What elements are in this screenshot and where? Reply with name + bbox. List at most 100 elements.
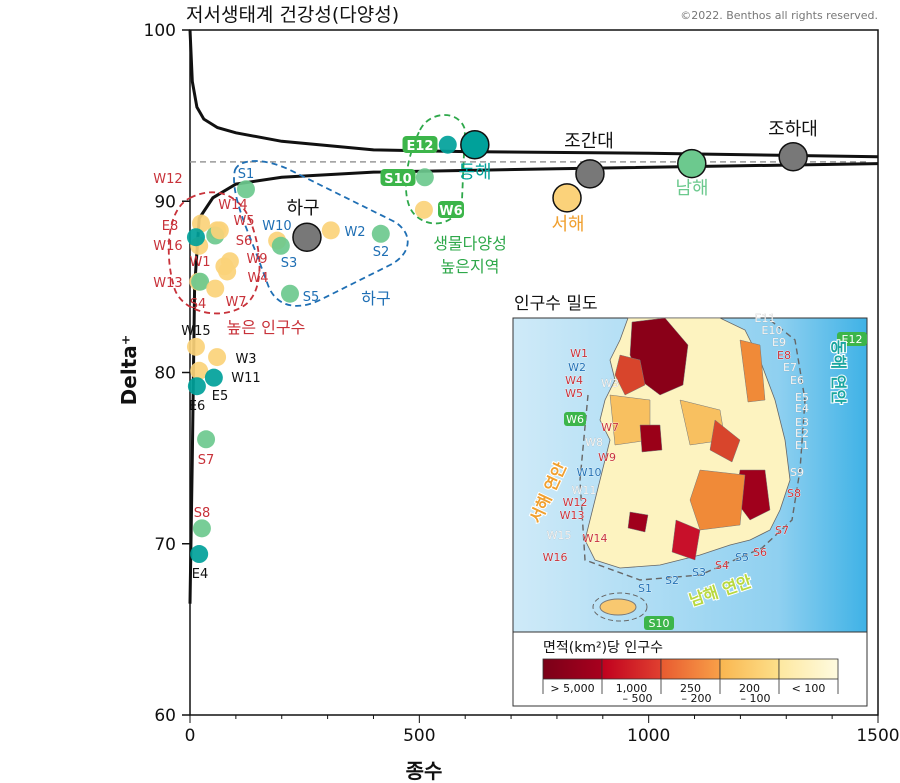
point-label: 동해 (458, 162, 491, 183)
data-point-S4 (191, 272, 210, 291)
data-point-E12 (438, 135, 457, 154)
legend-bin-label: > 5,000 (550, 682, 594, 695)
zone-label: S7 (775, 524, 789, 537)
jeju-island (599, 598, 637, 616)
data-point-S10 (415, 168, 434, 187)
y-tick-label: 60 (154, 706, 176, 726)
estuary-group (233, 160, 409, 307)
point-label: W1 (189, 255, 210, 270)
y-axis-label: Delta⁺ (117, 335, 141, 406)
jeju-zone (592, 592, 648, 622)
biodiversity-group (405, 114, 466, 225)
data-point-W15 (186, 337, 205, 356)
data-point-W3 (208, 348, 227, 367)
zone-label: E7 (783, 361, 797, 374)
population-region (614, 354, 646, 396)
zone-label: S5 (735, 551, 749, 564)
point-label: W10 (262, 219, 291, 234)
inset-title: 인구수 밀도 (514, 294, 598, 314)
zone-label: E5 (795, 391, 809, 404)
zone-label: W12 (563, 496, 588, 509)
point-label: 남해 (675, 178, 708, 199)
point-label: 서해 (551, 214, 584, 235)
zone-label: S9 (790, 466, 804, 479)
point-label: E4 (192, 567, 209, 582)
zone-label: W6 (566, 413, 584, 426)
data-point-W4 (218, 262, 237, 281)
zone-label: S10 (649, 617, 670, 630)
zone-label: E9 (772, 336, 786, 349)
biodiversity-annotation: 높은지역 (441, 257, 500, 276)
population-region (739, 339, 766, 403)
data-point-서해 (552, 183, 582, 213)
legend-swatch (601, 658, 662, 680)
point-label: W5 (233, 214, 254, 229)
zone-label: W8 (585, 436, 603, 449)
data-point-S2 (371, 224, 390, 243)
zone-label: E3 (795, 416, 809, 429)
point-label: E6 (189, 399, 206, 414)
data-point-S7 (197, 430, 216, 449)
zone-label: W16 (543, 551, 568, 564)
data-point-S5 (280, 284, 299, 303)
point-label: S7 (198, 453, 215, 468)
point-label: E12 (407, 139, 434, 154)
data-point-E4 (190, 545, 209, 564)
point-label: 조하대 (768, 119, 818, 140)
funnel-upper-limit (188, 29, 879, 159)
data-point-E8 (186, 228, 205, 247)
zone-label: W10 (577, 466, 602, 479)
x-axis-label: 종수 (406, 759, 443, 783)
y-tick-label: 90 (154, 192, 176, 212)
y-tick-label: 80 (154, 364, 176, 384)
point-label: W13 (153, 276, 182, 291)
point-label: W3 (235, 352, 256, 367)
data-point-하구 (292, 222, 322, 252)
zone-label: W5 (565, 387, 583, 400)
label-badge (402, 136, 438, 153)
zone-label: W7 (601, 421, 619, 434)
zone-badge (644, 616, 674, 630)
zone-label: W3 (601, 377, 619, 390)
legend-swatch (719, 658, 780, 680)
high-population-group (167, 191, 261, 315)
x-tick-label: 1500 (856, 726, 899, 746)
point-label: E8 (162, 219, 179, 234)
y-tick-label: 100 (144, 21, 176, 41)
zone-label: S8 (787, 487, 801, 500)
point-label: S6 (236, 234, 253, 249)
data-point-W12 (192, 214, 211, 233)
chart-title: 저서생태계 건강성(다양성) (186, 4, 400, 26)
data-point-W5 (210, 221, 229, 240)
zone-label: E6 (790, 374, 804, 387)
point-label: E5 (212, 389, 229, 404)
point-label: S5 (303, 290, 320, 305)
population-region (671, 519, 701, 561)
y-tick-label: 70 (154, 535, 176, 555)
x-tick-label: 0 (185, 726, 196, 746)
data-point-W2 (321, 221, 340, 240)
point-label: W11 (231, 371, 260, 386)
zone-label: E8 (777, 349, 791, 362)
point-label: W14 (218, 198, 247, 213)
zone-label: S3 (692, 566, 706, 579)
legend-swatch (542, 658, 603, 680)
zone-label: S4 (715, 559, 729, 572)
zone-label: S1 (638, 582, 652, 595)
point-label: S8 (194, 506, 211, 521)
zone-badge (837, 332, 867, 346)
point-label: S2 (373, 245, 390, 260)
legend-bin-label: – 500 (623, 692, 653, 705)
x-tick-label: 500 (403, 726, 435, 746)
copyright: ©2022. Benthos all rights reserved. (680, 9, 878, 22)
zone-label: S2 (665, 574, 679, 587)
population-region (639, 424, 663, 453)
zone-label: W15 (547, 529, 572, 542)
data-point-E6 (187, 377, 206, 396)
data-point-E5 (204, 368, 223, 387)
label-badge (380, 169, 416, 186)
point-label: W12 (153, 172, 182, 187)
coastal-zone-boundary (579, 319, 806, 581)
legend-bin-label: < 100 (792, 682, 826, 695)
